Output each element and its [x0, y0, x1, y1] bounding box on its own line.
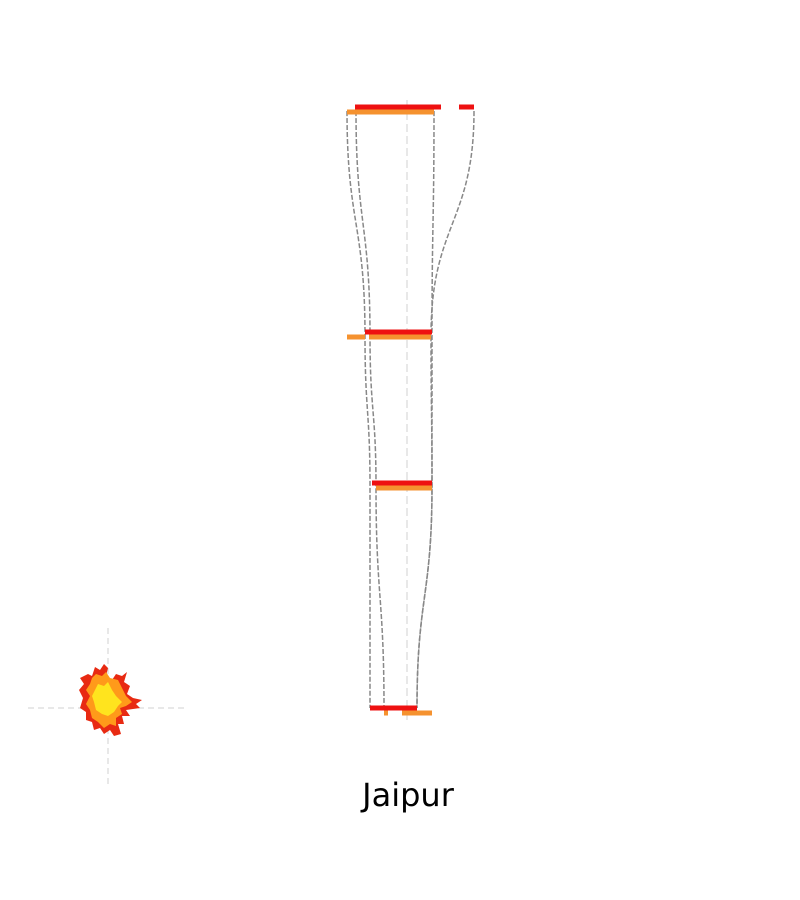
flow-connector-0-1	[355, 110, 385, 709]
city-shape-inner	[92, 682, 122, 716]
bar-primary-level-0-segment-1	[459, 104, 474, 110]
bar-primary-level-1-segment-0	[365, 329, 432, 335]
city-shape-blob	[79, 664, 142, 736]
flow-connector-1-1	[416, 110, 475, 709]
bar-segments	[347, 104, 474, 716]
flow-connector-0-0	[346, 110, 371, 708]
bar-secondary-level-1-segment-1	[369, 334, 431, 340]
chart-title: Jaipur	[362, 776, 454, 814]
bar-secondary-level-2-segment-0	[376, 485, 432, 491]
bar-primary-level-3-segment-0	[370, 705, 417, 711]
bar-secondary-level-3-segment-0	[384, 710, 388, 716]
bar-primary-level-2-segment-0	[372, 480, 432, 486]
flow-connectors	[346, 110, 475, 709]
bar-secondary-level-0-segment-0	[347, 109, 434, 115]
bar-secondary-level-3-segment-1	[402, 710, 432, 716]
bar-primary-level-0-segment-0	[355, 104, 441, 110]
bar-secondary-level-1-segment-0	[347, 334, 365, 340]
